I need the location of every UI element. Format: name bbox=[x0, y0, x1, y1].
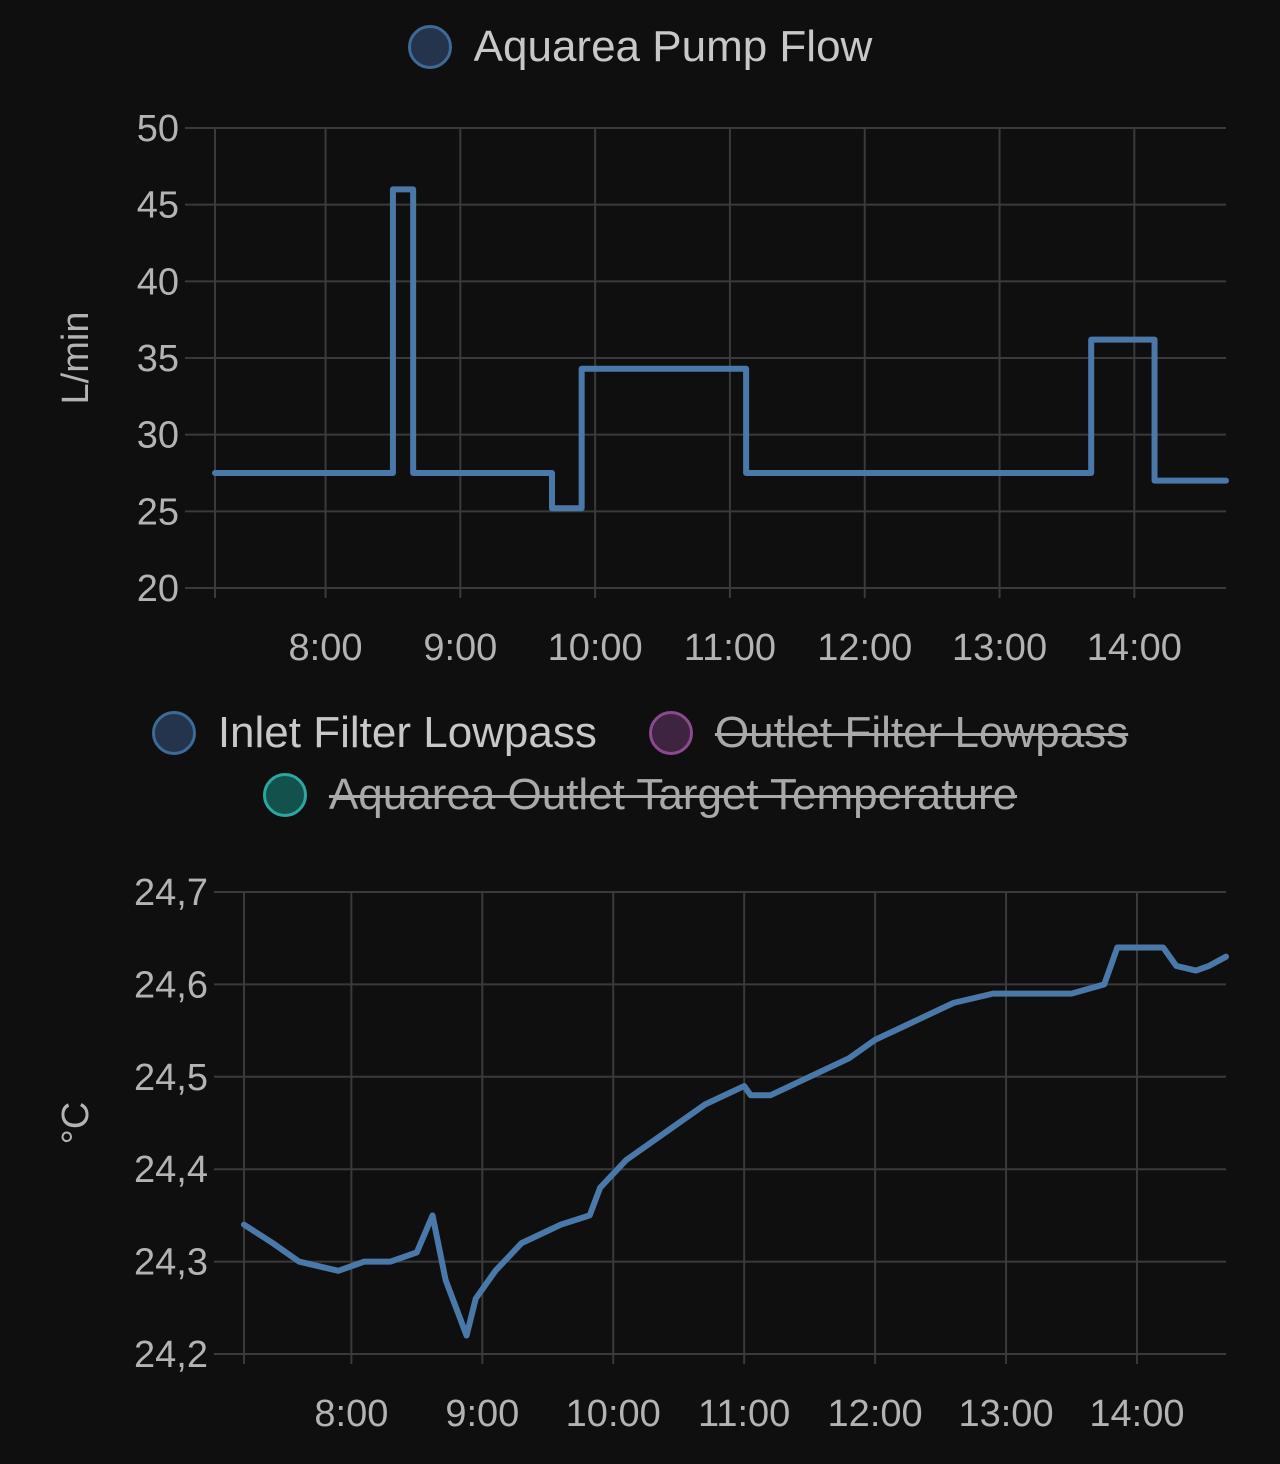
x-tick-label: 8:00 bbox=[314, 1393, 388, 1435]
legend-item-aquarea-pump-flow[interactable]: Aquarea Pump Flow bbox=[407, 22, 873, 72]
y-axis-title: °C bbox=[55, 1102, 97, 1145]
legend-swatch bbox=[151, 711, 196, 755]
legend-label: Aquarea Pump Flow bbox=[473, 22, 873, 71]
x-tick-label: 10:00 bbox=[548, 627, 643, 669]
x-tick-label: 12:00 bbox=[828, 1393, 923, 1435]
y-tick-label: 24,2 bbox=[134, 1334, 208, 1376]
y-tick-label: 24,7 bbox=[134, 872, 208, 914]
legend-label: Outlet Filter Lowpass bbox=[714, 708, 1129, 757]
x-tick-label: 11:00 bbox=[698, 1393, 790, 1435]
legend-swatch bbox=[648, 711, 693, 755]
legend-swatch bbox=[262, 773, 307, 817]
chart2-legend: Inlet Filter Lowpass Outlet Filter Lowpas… bbox=[0, 708, 1280, 820]
x-tick-label: 9:00 bbox=[423, 627, 497, 669]
legend-item-aquarea-outlet-target-temperature[interactable]: Aquarea Outlet Target Temperature bbox=[262, 770, 1018, 820]
x-tick-label: 10:00 bbox=[566, 1393, 661, 1435]
legend-label: Inlet Filter Lowpass bbox=[217, 708, 597, 757]
y-tick-label: 24,5 bbox=[134, 1057, 208, 1099]
y-tick-label: 24,4 bbox=[134, 1149, 208, 1191]
legend-item-outlet-filter-lowpass[interactable]: Outlet Filter Lowpass bbox=[648, 708, 1129, 758]
y-tick-label: 40 bbox=[137, 261, 179, 303]
y-tick-label: 50 bbox=[137, 108, 179, 150]
legend-item-inlet-filter-lowpass[interactable]: Inlet Filter Lowpass bbox=[151, 708, 597, 758]
y-axis-title: L/min bbox=[55, 312, 97, 405]
y-tick-label: 24,3 bbox=[134, 1242, 208, 1284]
x-tick-label: 13:00 bbox=[958, 1393, 1053, 1435]
y-tick-label: 24,6 bbox=[134, 964, 208, 1006]
x-tick-label: 13:00 bbox=[952, 627, 1047, 669]
series-line-aquarea-pump-flow bbox=[212, 186, 1229, 512]
y-tick-label: 35 bbox=[137, 338, 179, 380]
x-tick-label: 14:00 bbox=[1087, 627, 1182, 669]
x-tick-label: 11:00 bbox=[684, 627, 776, 669]
legend-swatch bbox=[407, 25, 452, 69]
x-tick-label: 14:00 bbox=[1089, 1393, 1184, 1435]
y-tick-label: 20 bbox=[137, 568, 179, 610]
x-tick-label: 12:00 bbox=[817, 627, 912, 669]
series-line-inlet-filter-lowpass bbox=[241, 944, 1229, 1339]
pump-flow-chart: 20 25 30 35 40 45 50 8:00 9:00 10:00 11:00 12:00 13:… bbox=[55, 108, 1229, 669]
y-tick-label: 45 bbox=[137, 185, 179, 227]
chart1-legend: Aquarea Pump Flow bbox=[0, 22, 1280, 72]
x-tick-label: 8:00 bbox=[289, 627, 363, 669]
y-tick-label: 25 bbox=[137, 491, 179, 533]
y-tick-label: 30 bbox=[137, 415, 179, 457]
temperature-chart: 24,2 24,3 24,4 24,5 24,6 24,7 8:00 9:00 10:00 11:… bbox=[55, 872, 1229, 1435]
legend-label: Aquarea Outlet Target Temperature bbox=[328, 770, 1018, 819]
x-tick-label: 9:00 bbox=[445, 1393, 519, 1435]
